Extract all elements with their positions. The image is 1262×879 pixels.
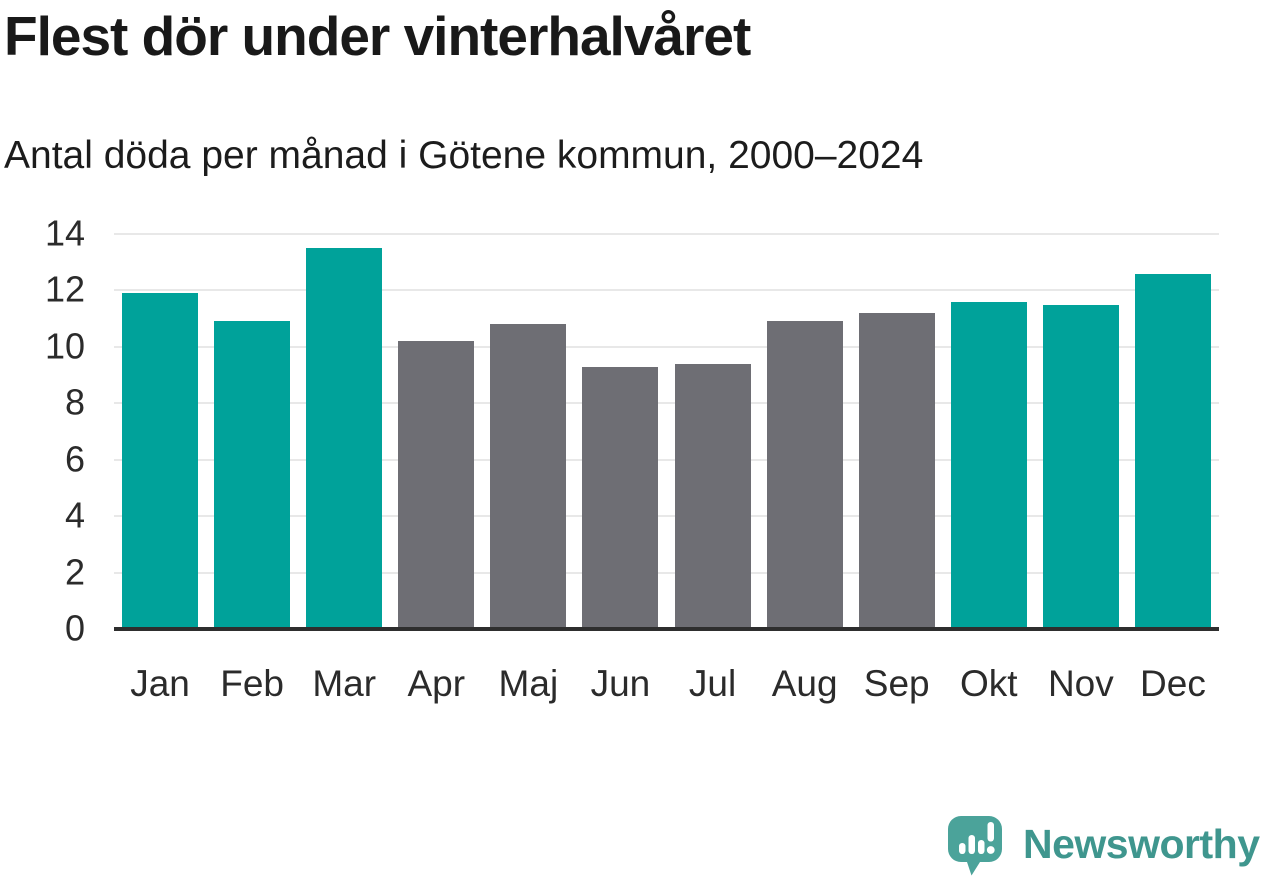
y-tick-label: 4 — [64, 494, 85, 536]
gridline — [114, 233, 1219, 235]
plot-area — [114, 233, 1219, 631]
bar-dec — [1134, 273, 1211, 629]
x-tick-label: Sep — [863, 663, 930, 704]
newsworthy-logo: Newsworthy — [948, 816, 1260, 876]
gridline — [114, 515, 1219, 518]
y-tick-label: 6 — [64, 437, 85, 479]
x-tick-label: Dec — [1140, 663, 1206, 704]
x-tick-label: Jan — [130, 663, 190, 704]
y-axis-labels: 0 2 4 6 8 10 12 14 — [0, 215, 85, 646]
y-tick-label: 8 — [64, 381, 85, 423]
x-axis-labels: Jan Feb Mar Apr Maj Jun Jul Aug Sep Okt Nov Dec — [114, 658, 1219, 710]
bar-nov — [1042, 304, 1119, 629]
y-tick-label: 12 — [44, 268, 85, 310]
bar-feb — [214, 321, 291, 629]
gridline — [114, 289, 1219, 292]
newsworthy-logo-text: Newsworthy — [1023, 821, 1260, 867]
gridline — [114, 345, 1219, 348]
bar-mar — [306, 248, 383, 629]
x-tick-label: Mar — [312, 663, 377, 704]
chart-title: Flest dör under vinterhalvåret — [4, 5, 751, 67]
x-tick-label: Jul — [688, 663, 737, 704]
x-tick-label: Apr — [407, 663, 466, 704]
bar-apr — [398, 341, 475, 629]
bar-jun — [582, 366, 659, 629]
x-tick-label: Feb — [220, 663, 284, 704]
x-axis-line — [114, 627, 1219, 631]
bar-okt — [950, 301, 1027, 629]
y-tick-label: 2 — [64, 550, 85, 592]
x-tick-label: Aug — [771, 663, 838, 704]
x-tick-label: Jun — [590, 663, 651, 704]
y-tick-label: 0 — [64, 607, 85, 649]
x-tick-label: Maj — [498, 663, 559, 704]
y-tick-label: 14 — [44, 212, 85, 254]
bar-jul — [674, 363, 751, 629]
newsworthy-bar-chart-speech-bubble-icon — [948, 816, 1002, 876]
x-tick-label: Okt — [960, 663, 1018, 704]
bar-aug — [766, 321, 843, 629]
chart-subtitle: Antal döda per månad i Götene kommun, 20… — [4, 134, 924, 177]
gridline — [114, 571, 1219, 574]
x-tick-label: Nov — [1047, 663, 1114, 704]
bar-sep — [858, 313, 935, 629]
y-tick-label: 10 — [44, 325, 85, 367]
bar-jan — [122, 293, 199, 629]
gridline — [114, 458, 1219, 461]
bar-maj — [490, 324, 567, 629]
gridline — [114, 402, 1219, 405]
